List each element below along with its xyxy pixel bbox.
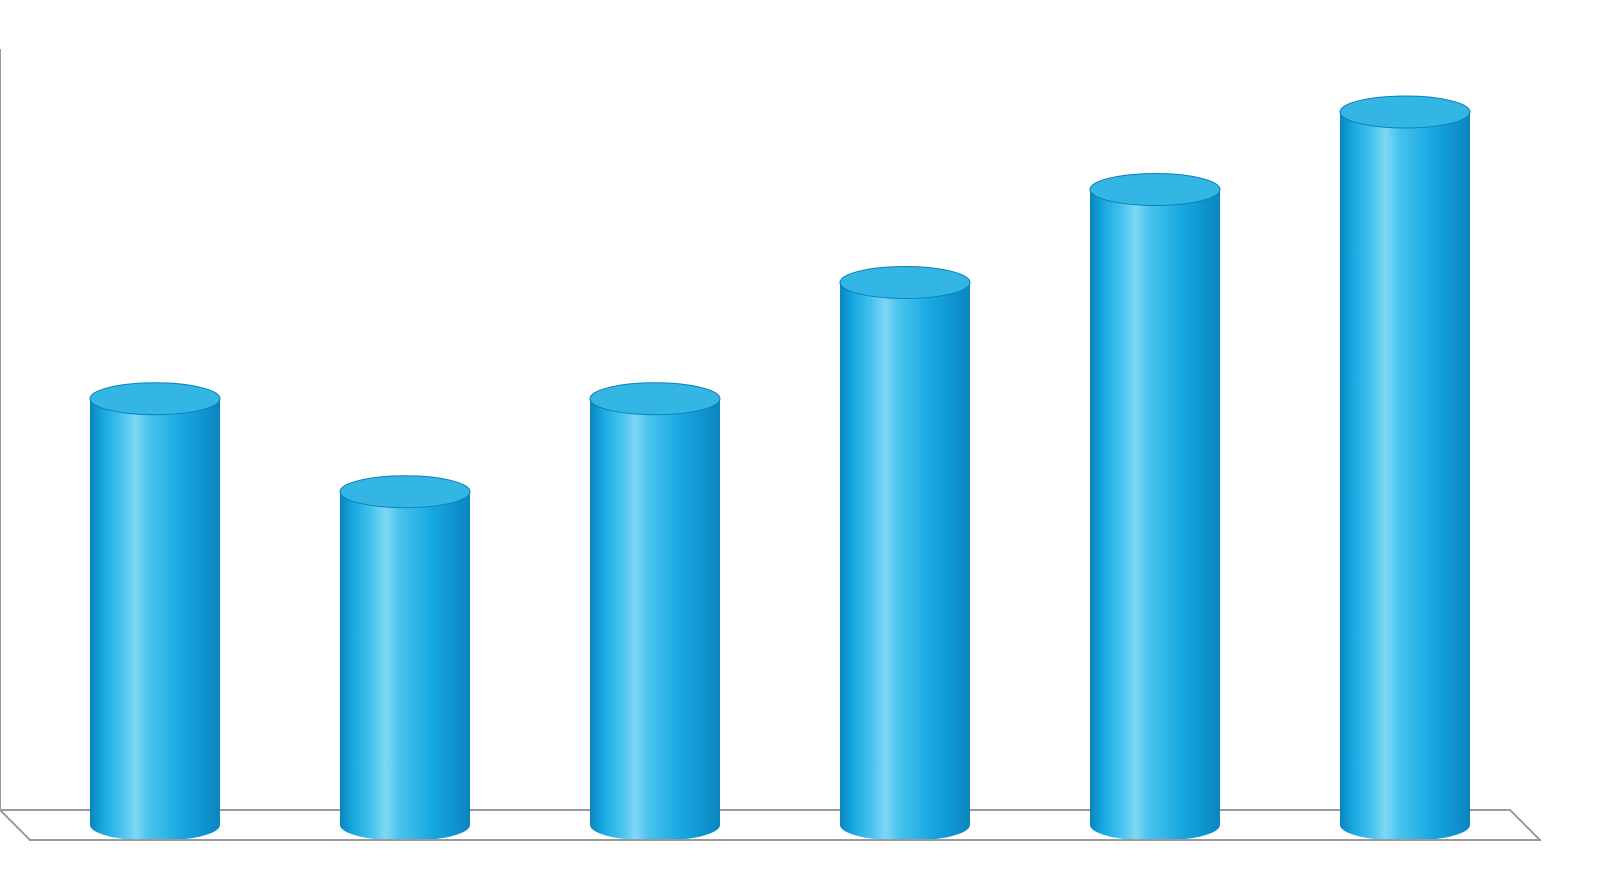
bar-3 — [590, 383, 720, 841]
bar-2 — [340, 476, 470, 841]
bar-6 — [1340, 96, 1470, 841]
bar-5 — [1090, 174, 1220, 842]
cylinder-bar-chart — [0, 0, 1609, 889]
floor-left-edge — [0, 810, 30, 840]
chart-svg — [0, 0, 1609, 889]
bar-4 — [840, 267, 970, 842]
bar-1 — [90, 383, 220, 841]
floor-right-edge — [1510, 810, 1540, 840]
